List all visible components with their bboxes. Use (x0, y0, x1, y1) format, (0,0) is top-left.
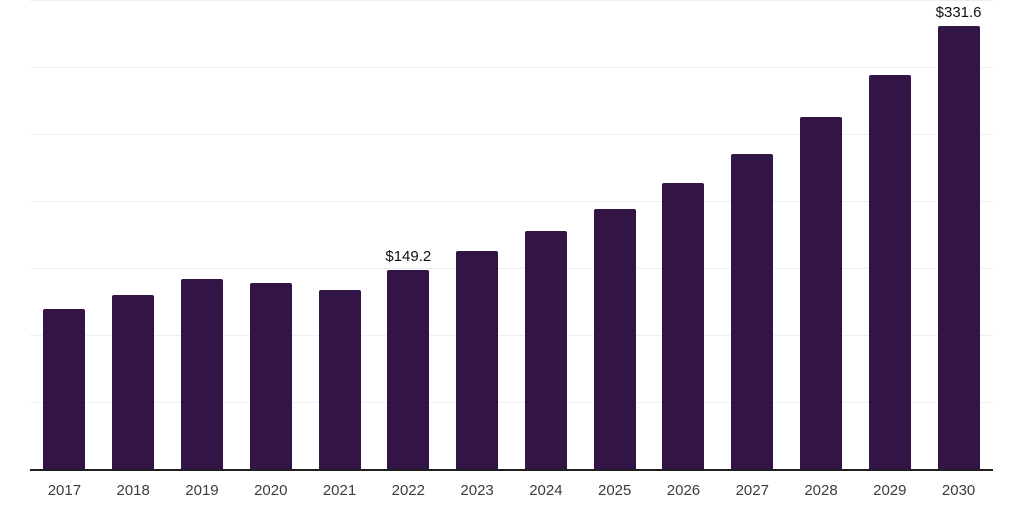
x-tick-2022: 2022 (391, 482, 425, 499)
bar-2019 (180, 279, 223, 470)
x-tick-2029: 2029 (873, 482, 907, 499)
bar-value-label-2022: $149.2 (385, 248, 432, 266)
bar-2022 (387, 270, 430, 470)
bar-2024 (524, 231, 567, 470)
bar-value-label-2030: $331.6 (935, 3, 982, 21)
x-axis-tick-labels: 2017 2018 2019 2020 2021 2022 2023 2024 2025 2026… (30, 481, 993, 505)
x-tick-2026: 2026 (666, 482, 701, 499)
plot-area: $149.2 $331.6 (30, 0, 993, 471)
x-tick-2030: 2030 (941, 482, 976, 499)
gridline-350 (30, 0, 993, 1)
bar-2029 (868, 74, 911, 470)
x-tick-2023: 2023 (460, 482, 494, 499)
bar-2028 (800, 117, 843, 470)
x-tick-2025: 2025 (597, 482, 632, 499)
x-tick-2018: 2018 (116, 482, 150, 499)
gridline-250 (30, 134, 993, 135)
gridline-50 (30, 402, 993, 403)
x-axis-line (30, 469, 993, 471)
bar-2018 (112, 295, 155, 470)
x-tick-2020: 2020 (254, 482, 288, 499)
bar-2027 (731, 153, 774, 470)
bar-2026 (662, 183, 705, 470)
bar-2030 (937, 25, 980, 470)
bar-2023 (456, 251, 499, 470)
bar-2020 (249, 282, 292, 470)
x-tick-2028: 2028 (804, 482, 838, 499)
x-tick-2027: 2027 (735, 482, 769, 499)
x-tick-2017: 2017 (47, 482, 82, 499)
gridline-100 (30, 335, 993, 336)
x-tick-2019: 2019 (185, 482, 219, 499)
x-tick-2024: 2024 (529, 482, 563, 499)
x-tick-2021: 2021 (322, 482, 357, 499)
bar-2025 (593, 209, 636, 470)
bar-2021 (318, 289, 361, 470)
gridline-200 (30, 201, 993, 202)
gridline-150 (30, 268, 993, 269)
bar-2017 (43, 309, 86, 470)
gridline-300 (30, 67, 993, 68)
